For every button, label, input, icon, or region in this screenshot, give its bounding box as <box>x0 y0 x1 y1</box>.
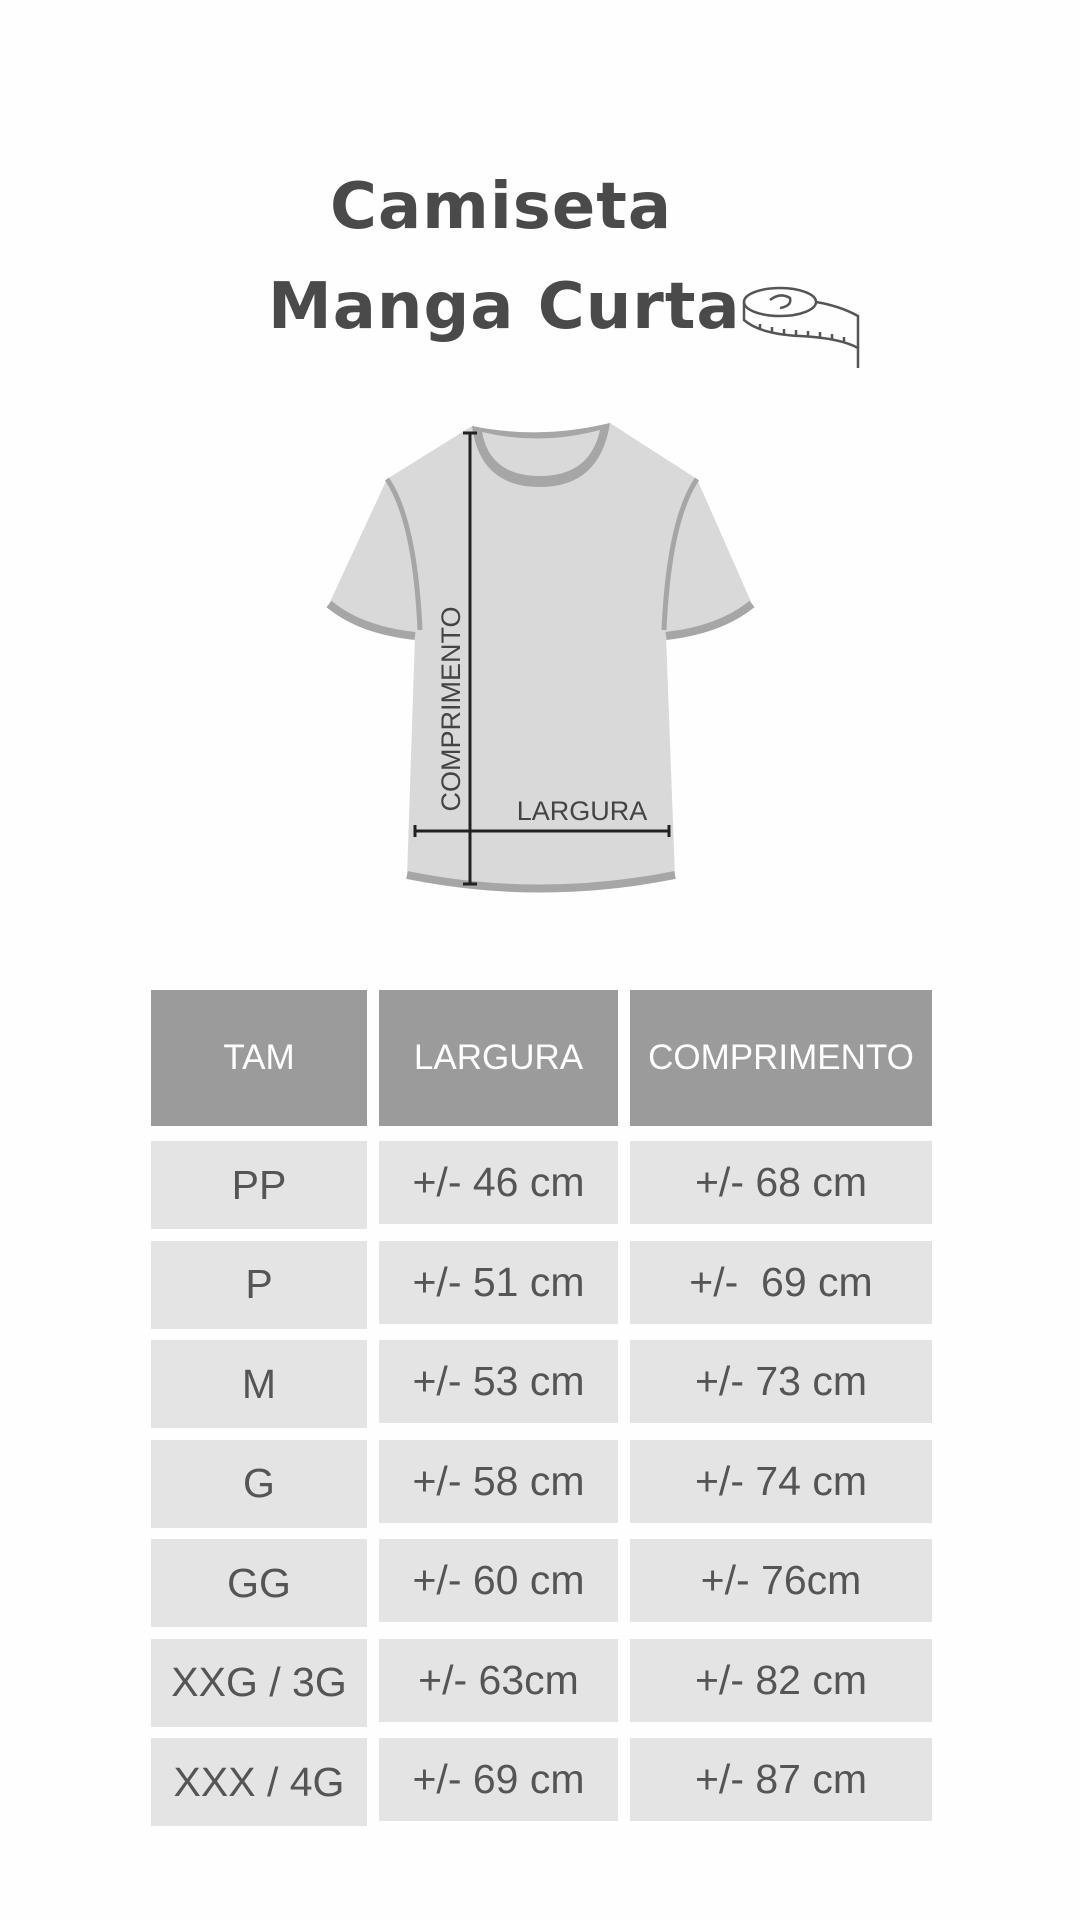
cell-size: PP <box>151 1141 367 1229</box>
cell-length: +/- 73 cm <box>630 1340 932 1423</box>
tshirt-body <box>329 423 752 891</box>
header-size: TAM <box>151 990 367 1126</box>
title-line-2: Manga Curta <box>268 270 741 344</box>
cell-size: P <box>151 1240 367 1329</box>
cell-size: M <box>151 1340 367 1428</box>
cell-width: +/- 46 cm <box>379 1141 618 1224</box>
tshirt-diagram: COMPRIMENTO LARGURA <box>326 423 755 893</box>
cell-width: +/- 60 cm <box>379 1539 618 1622</box>
cell-size: XXG / 3G <box>151 1638 367 1727</box>
measuring-tape-icon <box>742 286 860 368</box>
cell-length: +/- 74 cm <box>630 1439 932 1523</box>
cell-width: +/- 51 cm <box>379 1240 618 1324</box>
cell-width: +/- 58 cm <box>379 1439 618 1523</box>
cell-width: +/- 63cm <box>379 1638 618 1722</box>
cell-width: +/- 53 cm <box>379 1340 618 1423</box>
header-length: COMPRIMENTO <box>630 990 932 1126</box>
cell-size: GG <box>151 1539 367 1627</box>
cell-length: +/- 68 cm <box>630 1141 932 1224</box>
cell-length: +/- 87 cm <box>630 1738 932 1821</box>
header-width: LARGURA <box>379 990 618 1126</box>
title-line-1: Camiseta <box>330 170 673 244</box>
cell-length: +/- 76cm <box>630 1539 932 1622</box>
cell-size: XXX / 4G <box>151 1738 367 1826</box>
cell-length: +/- 69 cm <box>630 1240 932 1324</box>
cell-size: G <box>151 1439 367 1528</box>
cell-length: +/- 82 cm <box>630 1638 932 1722</box>
length-label: COMPRIMENTO <box>436 606 466 811</box>
width-label: LARGURA <box>517 796 648 826</box>
cell-width: +/- 69 cm <box>379 1738 618 1821</box>
